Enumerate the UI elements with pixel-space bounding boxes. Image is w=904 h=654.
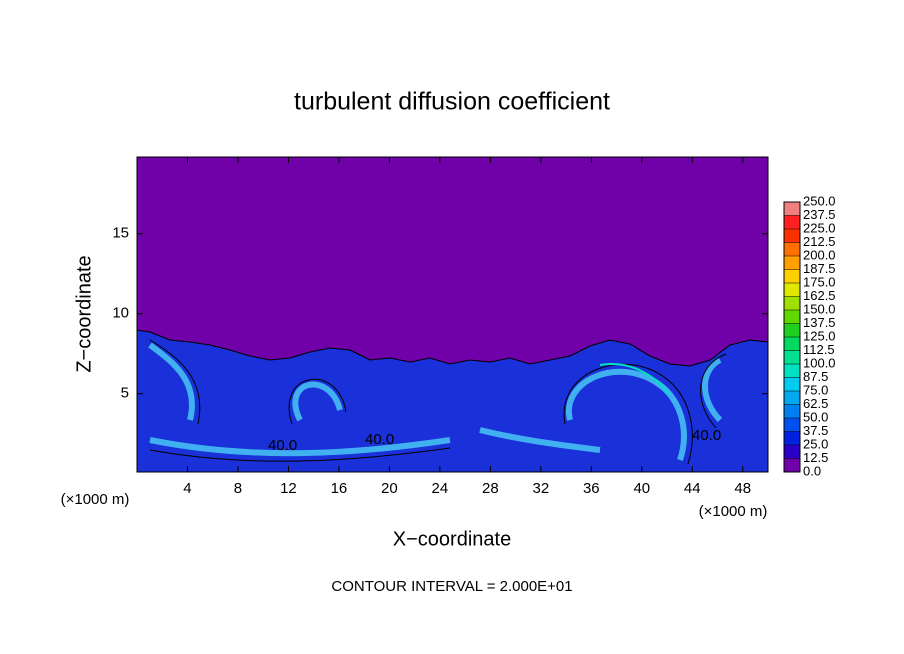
colorbar-label: 237.5 [803, 207, 836, 222]
colorbar-label: 0.0 [803, 463, 821, 478]
contour-label: 40.0 [365, 431, 394, 448]
plot-frame [136, 156, 769, 473]
colorbar-label: 162.5 [803, 288, 836, 303]
x-tick-label: 32 [532, 480, 549, 497]
x-tick-label: 40 [633, 480, 650, 497]
x-axis-label: X−coordinate [393, 528, 511, 550]
x-tick-label: 8 [234, 480, 242, 497]
y-tick-label: 10 [112, 305, 129, 322]
colorbar-label: 175.0 [803, 274, 836, 289]
contour-label: 40.0 [268, 437, 297, 454]
colorbar-label: 137.5 [803, 315, 836, 330]
colorbar-label: 187.5 [803, 261, 836, 276]
x-tick-label: 28 [482, 480, 499, 497]
colorbar-label: 200.0 [803, 247, 836, 262]
colorbar-bin [784, 350, 800, 364]
colorbar-bin [784, 391, 800, 405]
colorbar-label: 12.5 [803, 450, 828, 465]
colorbar-bin [784, 337, 800, 351]
field [136, 157, 769, 473]
colorbar-bin [784, 242, 800, 256]
x-tick-label: 12 [280, 480, 297, 497]
colorbar-label: 37.5 [803, 423, 828, 438]
chart-title: turbulent diffusion coefficient [294, 88, 610, 116]
y-axis-label: Z−coordinate [73, 255, 95, 372]
colorbar-label: 212.5 [803, 234, 836, 249]
colorbar-bin [784, 283, 800, 297]
y-unit: (×1000 m) [61, 491, 130, 508]
bright-streak [599, 363, 671, 396]
colorbar-label: 150.0 [803, 301, 836, 316]
colorbar-bin [784, 445, 800, 459]
colorbar-label: 87.5 [803, 369, 828, 384]
colorbar-bin [784, 323, 800, 337]
colorbar-label: 112.5 [803, 342, 835, 357]
swirl [148, 342, 723, 461]
colorbar-bin [784, 418, 800, 432]
colorbar-bin [784, 377, 800, 391]
colorbar-bin [784, 364, 800, 378]
colorbar-label: 62.5 [803, 396, 828, 411]
colorbar-label: 125.0 [803, 328, 836, 343]
colorbar-label: 250.0 [803, 193, 836, 208]
colorbar-bin [784, 296, 800, 310]
colorbar-bin [784, 431, 800, 445]
colorbar-bin [784, 269, 800, 283]
colorbar-bin [784, 458, 800, 472]
colorbar-label: 25.0 [803, 436, 828, 451]
colorbar-bin [784, 404, 800, 418]
swirl-edge [149, 339, 727, 465]
x-tick-label: 44 [684, 480, 701, 497]
x-tick-label: 20 [381, 480, 398, 497]
colorbar-bin [784, 215, 800, 229]
colorbar-label: 100.0 [803, 355, 836, 370]
contour-note: CONTOUR INTERVAL = 2.000E+01 [331, 578, 572, 595]
colorbar-label: 50.0 [803, 409, 828, 424]
colorbar-bin [784, 310, 800, 324]
x-tick-label: 48 [734, 480, 751, 497]
colorbar-label: 225.0 [803, 220, 836, 235]
colorbar-bin [784, 256, 800, 270]
x-tick-label: 4 [183, 480, 191, 497]
x-tick-label: 36 [583, 480, 600, 497]
colorbar-bin [784, 202, 800, 216]
x-tick-label: 16 [331, 480, 348, 497]
y-tick-label: 5 [121, 385, 129, 402]
colorbar-label: 75.0 [803, 382, 828, 397]
y-tick-label: 15 [112, 225, 129, 242]
x-unit: (×1000 m) [699, 503, 768, 520]
colorbar-bin [784, 229, 800, 243]
x-tick-label: 24 [432, 480, 449, 497]
contour-label: 40.0 [692, 427, 721, 444]
